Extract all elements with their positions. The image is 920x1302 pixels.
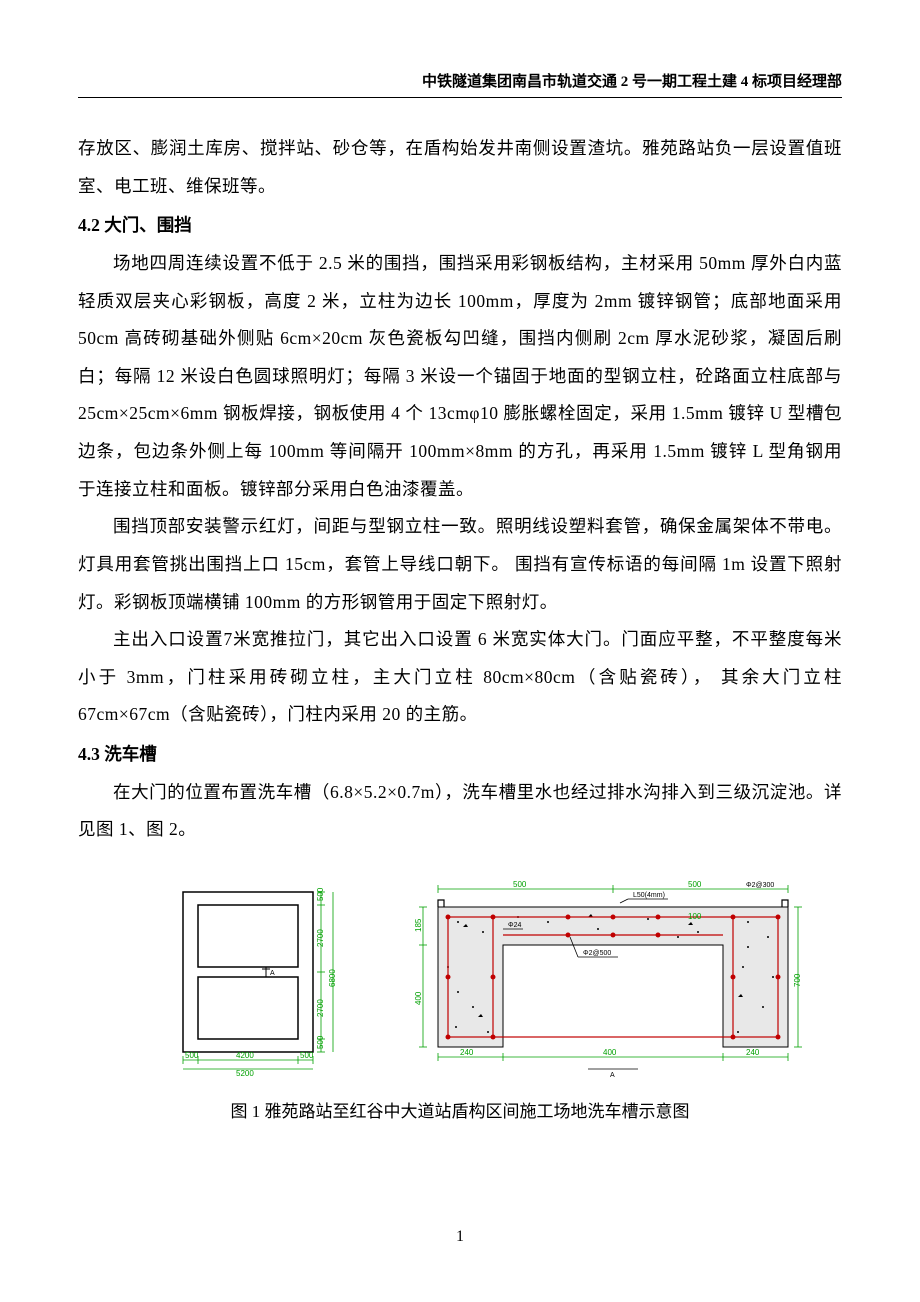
section-4-2-p3: 主出入口设置7米宽推拉门，其它出入口设置 6 米宽实体大门。门面应平整，不平整度… [78,621,842,734]
plan-dim-bt: 5200 [236,1069,254,1077]
figure-1-plan-svg: A 500 4200 500 5200 500 2700 2700 500 68… [158,877,358,1077]
sec-dim-b1: 240 [460,1048,474,1057]
sec-dim-ls: 400 [414,991,423,1005]
section-4-2-p1: 场地四周连续设置不低于 2.5 米的围挡，围挡采用彩钢板结构，主材采用 50mm… [78,245,842,508]
plan-dim-br: 500 [300,1051,314,1060]
section-4-2-title: 4.2 大门、围挡 [78,207,842,245]
figure-1-caption: 图 1 雅苑路站至红谷中大道站盾构区间施工场地洗车槽示意图 [78,1097,842,1122]
sec-dim-b3: 240 [746,1048,760,1057]
figure-1-area: A 500 4200 500 5200 500 2700 2700 500 68… [78,877,842,1087]
plan-dim-r4: 500 [316,1035,325,1049]
plan-dim-rt: 6800 [328,969,337,987]
sec-dim-lt: 185 [414,918,423,932]
section-4-2-p2: 围挡顶部安装警示红灯，间距与型钢立柱一致。照明线设塑料套管，确保金属架体不带电。… [78,508,842,621]
sec-dim-rt: 700 [793,973,802,987]
sec-dim-100: 100 [688,912,702,921]
sec-label-rebar1: Φ24 [508,922,521,929]
plan-dim-r1: 500 [316,887,325,901]
intro-paragraph: 存放区、膨润土库房、搅拌站、砂仓等，在盾构始发井南侧设置渣坑。雅苑路站负一层设置… [78,130,842,205]
plan-dim-r3: 2700 [316,999,325,1017]
section-4-3-title: 4.3 洗车槽 [78,736,842,774]
plan-dim-bm: 4200 [236,1051,254,1060]
section-4-3-p1: 在大门的位置布置洗车槽（6.8×5.2×0.7m），洗车槽里水也经过排水沟排入到… [78,774,842,849]
figure-1-section-svg: 500 500 L50(4mm) Φ2@300 Φ24 Φ2@500 100 2 [388,877,808,1087]
sec-label-rebar3: Φ2@300 [746,882,774,889]
plan-section-label: A [270,970,275,977]
sec-dim-tl: 500 [513,880,527,889]
plan-dim-r2: 2700 [316,929,325,947]
sec-label-angle: L50(4mm) [633,892,665,899]
sec-label-rebar2: Φ2@500 [583,950,611,957]
page-number: 1 [0,1228,920,1246]
plan-dim-bl: 500 [185,1051,199,1060]
page-header: 中铁隧道集团南昌市轨道交通 2 号一期工程土建 4 标项目经理部 [78,70,842,98]
sec-dim-tr: 500 [688,880,702,889]
sec-dim-b2: 400 [603,1048,617,1057]
sec-section-label: A [610,1072,615,1079]
